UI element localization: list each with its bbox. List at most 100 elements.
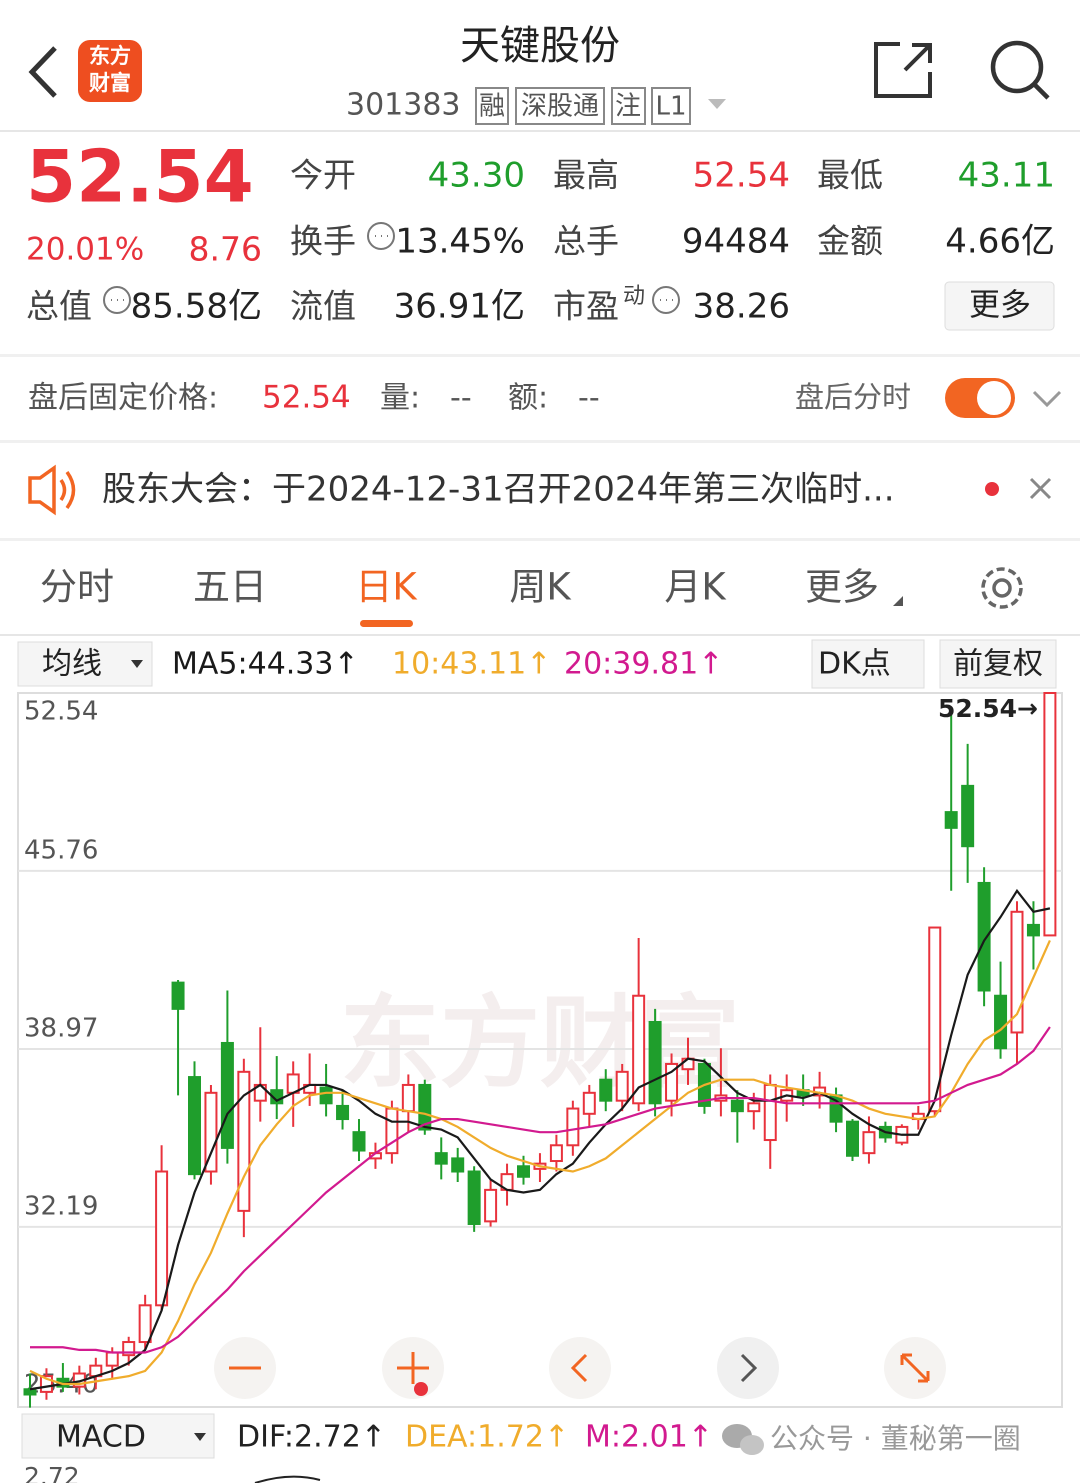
candle-body	[105, 1351, 119, 1367]
candle-body	[23, 1388, 37, 1396]
price: 52.54	[26, 135, 254, 219]
candle-body	[1026, 923, 1040, 937]
candle-body	[204, 1091, 218, 1173]
tab[interactable]: 五日	[193, 566, 267, 609]
candle-body	[928, 926, 942, 1113]
wechat-icon	[722, 1424, 764, 1455]
candle-body	[434, 1152, 448, 1165]
zoom-in-button[interactable]	[382, 1337, 444, 1399]
expand-icon[interactable]	[1032, 390, 1062, 408]
candle-body	[319, 1086, 333, 1105]
candle-body	[977, 881, 991, 992]
divider	[0, 538, 1080, 541]
adjust-button[interactable]	[939, 639, 1057, 689]
candle-body	[632, 994, 646, 1105]
field-value: 36.91亿	[394, 287, 525, 327]
dropdown-caret[interactable]	[708, 99, 726, 109]
macd-selector[interactable]	[21, 1413, 215, 1459]
notice-text[interactable]: 股东大会：于2024-12-31召开2024年第三次临时...	[102, 470, 895, 510]
legend-entry: MA5:44.33↑	[172, 647, 359, 682]
change-pct: 20.01%	[26, 232, 144, 268]
candle-body	[1043, 692, 1057, 937]
scroll-left-button[interactable]	[549, 1337, 611, 1399]
back-button[interactable]	[28, 46, 57, 98]
more-button[interactable]	[944, 281, 1055, 331]
settings-button[interactable]	[981, 567, 1023, 609]
field-value: 43.11	[958, 156, 1055, 196]
divider	[0, 354, 1080, 357]
divider	[0, 440, 1080, 443]
field-value: 52.54	[693, 156, 790, 196]
field-label: 换手	[290, 222, 356, 261]
y-tick-label: 38.97	[24, 1014, 98, 1044]
ma-line	[29, 939, 1051, 1386]
change: 8.76	[189, 230, 262, 269]
candle-body	[961, 784, 975, 848]
search-button[interactable]	[990, 40, 1050, 100]
ma-selector[interactable]	[17, 641, 153, 687]
tab[interactable]: 更多	[805, 566, 879, 609]
candle-body	[418, 1083, 432, 1131]
macd-line-stub	[254, 1475, 321, 1483]
candle-body	[582, 1091, 596, 1115]
more-button-label: 更多	[969, 288, 1031, 324]
field-value: 43.30	[428, 156, 525, 196]
logo[interactable]	[78, 40, 142, 102]
field-label: 流值	[290, 287, 356, 326]
scroll-right-button[interactable]	[717, 1337, 779, 1399]
candle-body	[352, 1131, 366, 1152]
close-button[interactable]	[1029, 477, 1052, 500]
candle-body	[846, 1120, 859, 1157]
tab[interactable]: 周K	[509, 566, 572, 609]
field-label: 今开	[290, 156, 356, 195]
dk-button[interactable]	[811, 639, 925, 689]
tab[interactable]: 分时	[40, 566, 114, 609]
ma-selector-label: 均线	[42, 647, 102, 682]
share-button[interactable]	[874, 42, 932, 98]
field-value: 94484	[682, 222, 790, 262]
fullscreen-button[interactable]	[884, 1337, 946, 1399]
field-value: 4.66亿	[945, 222, 1055, 262]
tab[interactable]: 月K	[664, 566, 727, 609]
watermark: 东方财富	[340, 984, 740, 1101]
candle-body	[566, 1107, 580, 1147]
field-label: 金额	[817, 222, 883, 261]
tag-box	[515, 87, 605, 125]
after-hours-label: 盘后固定价格:	[28, 381, 218, 416]
y-tick-label: 32.19	[24, 1191, 98, 1221]
candle-body	[336, 1104, 350, 1121]
candle-body	[220, 1041, 234, 1149]
dropdown-caret	[131, 660, 143, 668]
after-hours-price: 52.54	[262, 380, 351, 416]
field-label: 最低	[817, 156, 883, 195]
info-icon[interactable]	[652, 286, 680, 314]
macd-axis-label: 2.72	[24, 1462, 80, 1483]
field-label: 总手	[553, 222, 619, 261]
zoom-out-button[interactable]	[214, 1337, 276, 1399]
watermark: 公众号 · 董秘第一圈	[770, 1422, 1021, 1455]
tab-active[interactable]: 日K	[355, 566, 418, 609]
candle-body	[155, 1170, 169, 1307]
info-icon[interactable]	[103, 286, 131, 314]
macd-m: M:2.01↑	[585, 1420, 713, 1455]
dk-button-label: DK点	[818, 647, 891, 682]
amount-label: 额:	[508, 381, 548, 416]
tag-box	[611, 87, 646, 125]
candle-body	[385, 1107, 399, 1155]
candle-body	[730, 1099, 744, 1113]
tag-box	[475, 87, 509, 125]
tag: 深股通	[521, 92, 599, 122]
unread-dot	[985, 482, 999, 496]
candle-body	[599, 1078, 613, 1102]
candle-body	[648, 1020, 662, 1105]
tag-box	[651, 87, 691, 125]
tag: 注	[615, 92, 641, 122]
tag: 融	[479, 92, 505, 122]
info-icon[interactable]	[367, 222, 395, 250]
candle-body	[39, 1375, 53, 1393]
field-value: 13.45%	[395, 222, 525, 262]
tag: L1	[655, 92, 686, 122]
candle-body	[484, 1188, 498, 1223]
field-label: 市盈	[553, 287, 619, 326]
candle-body	[237, 1070, 251, 1212]
